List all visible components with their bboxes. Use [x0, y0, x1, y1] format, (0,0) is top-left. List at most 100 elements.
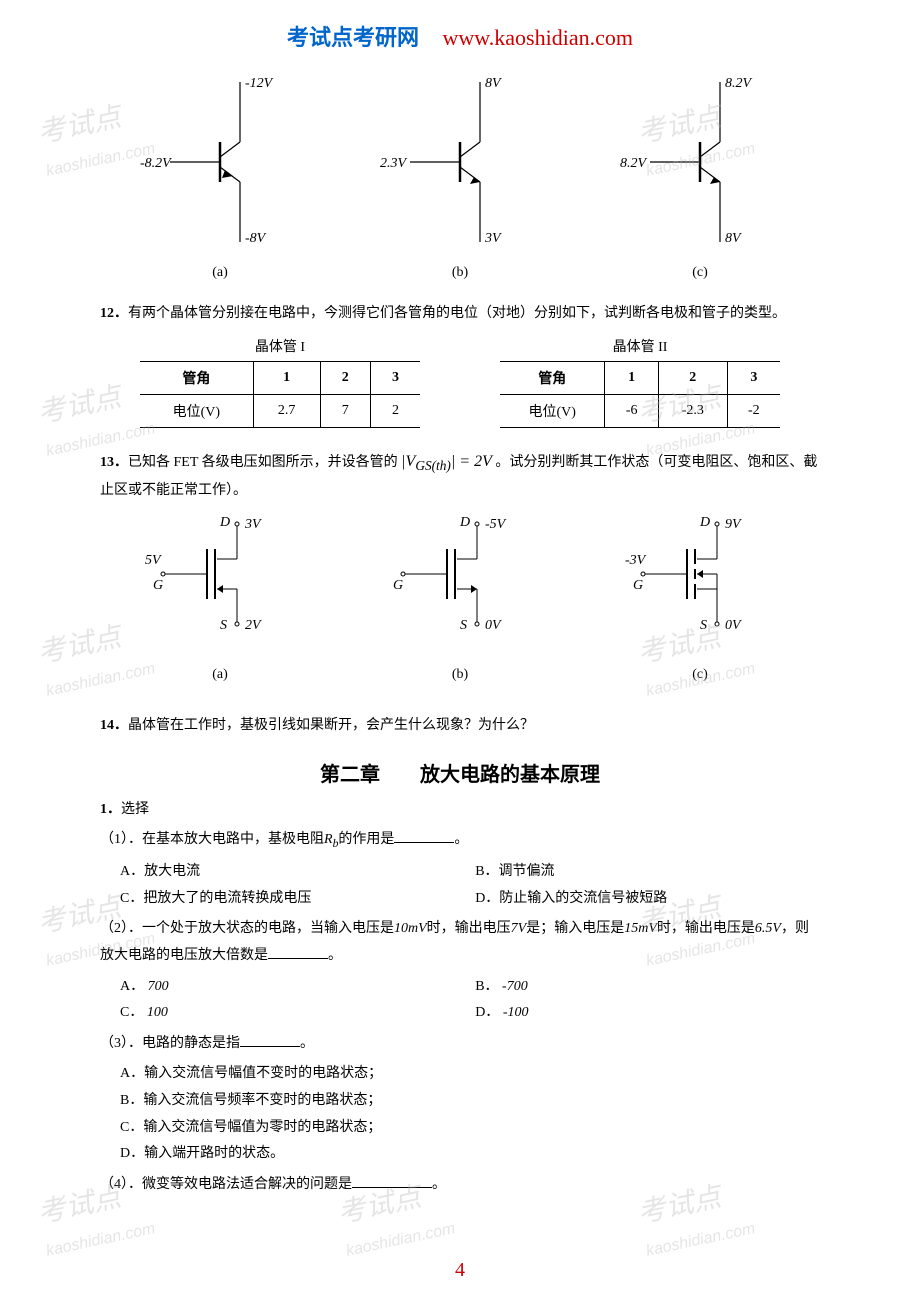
question-14: 14．晶体管在工作时，基极引线如果断开，会产生什么现象？为什么？: [100, 713, 820, 738]
sub1-num: （1）．: [100, 832, 142, 847]
chapter-title: 第二章 放大电路的基本原理: [60, 758, 860, 787]
blank: [352, 1174, 432, 1188]
svg-text:2V: 2V: [245, 618, 262, 633]
svg-text:-5V: -5V: [485, 517, 507, 532]
sub2-v3: 15mV: [624, 921, 657, 936]
t1-r0: 电位(V): [140, 395, 253, 428]
q12-num: 12．: [100, 306, 128, 321]
bjt-svg-a: -12V -8.2V -8V: [140, 72, 300, 252]
sub3-option-d: D．输入端开路时的状态。: [120, 1141, 920, 1168]
question-12: 12．有两个晶体管分别接在电路中，今测得它们各管角的电位（对地）分别如下，试判断…: [100, 301, 820, 326]
sub2-v1: 10mV: [394, 921, 427, 936]
q13-formula: |VGS(th)| = 2V: [401, 453, 492, 470]
sub-question-4: （4）．微变等效电路法适合解决的问题是 。: [100, 1172, 820, 1199]
sub2-option-d: D． -100: [475, 1000, 830, 1027]
table-1: 管角 1 2 3 电位(V) 2.7 7 2: [140, 361, 420, 428]
svg-text:-3V: -3V: [625, 553, 647, 568]
sub-question-3: （3）．电路的静态是指。: [100, 1031, 820, 1058]
svg-text:3V: 3V: [244, 517, 262, 532]
t2-r1: -6: [605, 395, 658, 428]
table-2: 管角 1 2 3 电位(V) -6 -2.3 -2: [500, 361, 780, 428]
sub3-text-b: 。: [300, 1036, 314, 1051]
sub2-text-a: 一个处于放大状态的电路，当输入电压是: [142, 921, 394, 936]
sub1-var: Rb: [324, 832, 338, 847]
t1-h3: 3: [370, 362, 420, 395]
svg-text:D: D: [219, 515, 230, 530]
sub2-text-b: 时，输出电压: [427, 921, 511, 936]
t2-r0: 电位(V): [500, 395, 605, 428]
table-2-block: 晶体管 II 管角 1 2 3 电位(V) -6 -2.3 -2: [500, 336, 780, 428]
sub1-text-b: 的作用是: [338, 832, 394, 847]
bjt-c-emitter-label: 8V: [725, 231, 742, 246]
header-url: www.kaoshidian.com: [443, 25, 633, 51]
t2-r3: -2: [727, 395, 780, 428]
blank: [268, 945, 328, 959]
fet-circuit-a: D 3V 5V G S 2V (a): [145, 514, 295, 683]
svg-text:S: S: [460, 618, 467, 633]
sub2-options: A． 700 B． -700 C． 100 D． -100: [120, 974, 860, 1027]
table-1-title: 晶体管 I: [140, 336, 420, 356]
question-13: 13．已知各 FET 各级电压如图所示，并设各管的 |VGS(th)| = 2V…: [100, 448, 820, 503]
t1-h0: 管角: [140, 362, 253, 395]
sub2-num: （2）．: [100, 921, 142, 936]
bjt-c-label: (c): [620, 265, 780, 281]
q1-num: 1．: [100, 802, 121, 817]
svg-text:G: G: [633, 578, 643, 593]
bjt-circuits-row: -12V -8.2V -8V (a) 8V 2.3V 3V (b): [60, 72, 860, 281]
fet-svg-c: D 9V -3V G S 0V: [625, 514, 775, 654]
svg-text:9V: 9V: [725, 517, 742, 532]
sub4-num: （4）．: [100, 1177, 142, 1192]
bjt-circuit-a: -12V -8.2V -8V (a): [140, 72, 300, 281]
sub2-v2: 7V: [511, 921, 527, 936]
sub3-text: 电路的静态是指: [142, 1036, 240, 1051]
sub1-option-b: B．调节偏流: [475, 859, 830, 886]
blank: [240, 1033, 300, 1047]
svg-text:G: G: [393, 578, 403, 593]
bjt-b-emitter-label: 3V: [484, 231, 502, 246]
fet-c-label: (c): [625, 667, 775, 683]
page-header: 考试点考研网 www.kaoshidian.com: [60, 20, 860, 52]
q1-header: 1．选择: [100, 797, 820, 824]
sub1-text-c: 。: [454, 832, 468, 847]
sub4-text: 微变等效电路法适合解决的问题是: [142, 1177, 352, 1192]
bjt-b-collector-label: 8V: [485, 76, 502, 91]
t2-h3: 3: [727, 362, 780, 395]
bjt-c-base-label: 8.2V: [620, 156, 648, 171]
fet-b-label: (b): [385, 667, 535, 683]
t2-h1: 1: [605, 362, 658, 395]
fet-circuit-b: D -5V G S 0V (b): [385, 514, 535, 683]
svg-text:G: G: [153, 578, 163, 593]
q13-num: 13．: [100, 455, 128, 470]
t1-h2: 2: [320, 362, 370, 395]
q1-title: 选择: [121, 802, 149, 817]
bjt-a-label: (a): [140, 265, 300, 281]
sub1-option-a: A．放大电流: [120, 859, 475, 886]
t1-r1: 2.7: [253, 395, 320, 428]
t1-h1: 1: [253, 362, 320, 395]
sub3-option-c: C．输入交流信号幅值为零时的电路状态；: [120, 1115, 920, 1142]
sub3-option-b: B．输入交流信号频率不变时的电路状态；: [120, 1088, 920, 1115]
fet-circuit-c: D 9V -3V G S 0V (c): [625, 514, 775, 683]
bjt-a-collector-label: -12V: [245, 76, 274, 91]
sub-question-1: （1）．在基本放大电路中，基极电阻Rb的作用是。: [100, 827, 820, 855]
sub4-text-b: 。: [432, 1177, 446, 1192]
sub1-options: A．放大电流 B．调节偏流 C．把放大了的电流转换成电压 D．防止输入的交流信号…: [120, 859, 860, 912]
q13-text-a: 已知各 FET 各级电压如图所示，并设各管的: [128, 455, 398, 470]
header-title: 考试点考研网: [287, 20, 419, 52]
svg-text:0V: 0V: [725, 618, 742, 633]
table-1-block: 晶体管 I 管角 1 2 3 电位(V) 2.7 7 2: [140, 336, 420, 428]
bjt-circuit-c: 8.2V 8.2V 8V (c): [620, 72, 780, 281]
sub2-text-d: 时，输出电压是: [657, 921, 755, 936]
fet-svg-b: D -5V G S 0V: [385, 514, 535, 654]
t1-r3: 2: [370, 395, 420, 428]
svg-text:0V: 0V: [485, 618, 502, 633]
bjt-svg-b: 8V 2.3V 3V: [380, 72, 540, 252]
fet-circuits-row: D 3V 5V G S 2V (a) D -5V: [100, 514, 820, 683]
bjt-b-label: (b): [380, 265, 540, 281]
bjt-a-base-label: -8.2V: [140, 156, 172, 171]
t2-h0: 管角: [500, 362, 605, 395]
sub1-option-d: D．防止输入的交流信号被短路: [475, 886, 830, 913]
svg-text:D: D: [459, 515, 470, 530]
sub2-option-a: A． 700: [120, 974, 475, 1001]
bjt-b-base-label: 2.3V: [380, 156, 408, 171]
